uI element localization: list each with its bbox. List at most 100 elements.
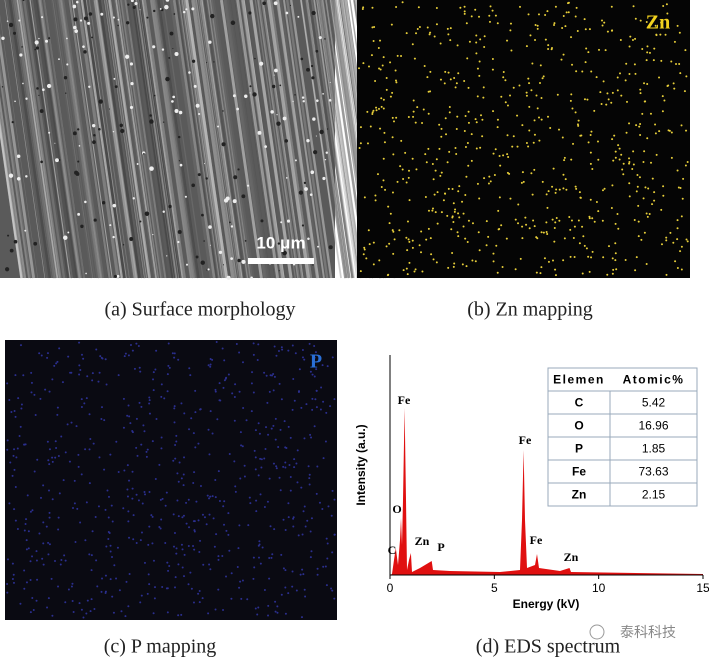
p-dot	[188, 367, 191, 370]
sem-streak	[126, 0, 169, 279]
sem-particle	[146, 16, 149, 19]
p-dot	[243, 464, 246, 467]
zn-dot	[411, 43, 414, 46]
sem-particle	[188, 71, 191, 74]
p-dot	[151, 440, 154, 443]
sem-particle	[200, 260, 205, 265]
zn-dot	[488, 14, 491, 17]
zn-dot	[476, 67, 479, 70]
p-dot	[109, 550, 112, 553]
zn-dot	[447, 33, 450, 36]
p-dot	[89, 437, 92, 440]
p-dot	[198, 550, 201, 553]
zn-dot	[413, 57, 416, 60]
p-dot	[161, 497, 164, 500]
zn-dot	[492, 110, 495, 113]
p-dot	[64, 601, 67, 604]
zn-dot	[677, 186, 680, 189]
zn-dot	[616, 89, 619, 92]
zn-dot	[634, 72, 637, 75]
zn-dot	[611, 138, 614, 141]
sem-streak	[0, 33, 36, 279]
p-dot	[314, 398, 317, 401]
zn-dot	[534, 23, 537, 26]
zn-dot	[362, 253, 365, 256]
p-dot	[13, 409, 16, 412]
p-dot	[240, 597, 243, 600]
sem-particle	[277, 242, 281, 245]
p-dot	[95, 348, 98, 351]
sem-particle	[54, 142, 56, 144]
sem-streak	[18, 0, 61, 279]
p-dot	[192, 481, 195, 484]
zn-dot	[540, 118, 543, 121]
p-dot	[148, 396, 151, 399]
sem-particle	[80, 224, 84, 229]
zn-dot	[427, 147, 430, 150]
zn-dot	[475, 121, 478, 124]
sem-particle	[273, 1, 278, 6]
p-dot	[44, 388, 47, 391]
zn-dot	[614, 242, 617, 245]
zn-dot	[538, 139, 541, 142]
p-dot	[238, 524, 241, 527]
p-dot	[222, 386, 225, 389]
p-dot	[314, 351, 317, 354]
p-dot	[291, 585, 294, 588]
p-dot	[83, 402, 86, 405]
p-dot	[153, 597, 156, 600]
p-dot	[48, 463, 51, 466]
zn-dot	[456, 115, 459, 118]
sem-particle	[177, 229, 182, 234]
zn-dot	[684, 49, 687, 52]
p-dot	[188, 526, 191, 529]
p-dot	[48, 448, 51, 451]
zn-dot	[564, 25, 567, 28]
zn-dot	[546, 10, 549, 13]
zn-dot	[653, 191, 656, 194]
p-dot	[23, 587, 26, 590]
p-dot	[190, 587, 193, 590]
scale-bar	[248, 258, 314, 264]
sem-particle	[328, 245, 333, 250]
zn-dot	[621, 168, 624, 171]
zn-dot	[470, 15, 473, 18]
zn-dot	[619, 38, 622, 41]
sem-particle	[66, 37, 68, 40]
p-dot	[303, 588, 306, 591]
sem-particle	[232, 94, 236, 98]
zn-dot	[537, 13, 540, 16]
p-dot	[333, 597, 336, 600]
zn-dot	[488, 175, 491, 178]
sem-particle	[117, 24, 119, 27]
sem-particle	[93, 218, 97, 222]
zn-dot	[487, 235, 490, 238]
zn-dot	[421, 122, 424, 125]
sem-streak	[316, 0, 358, 279]
zn-dot	[635, 190, 638, 193]
p-dot	[288, 463, 291, 466]
zn-dot	[376, 173, 379, 176]
sem-particle	[237, 258, 241, 263]
p-dot	[207, 428, 210, 431]
sem-particle	[254, 57, 256, 60]
p-dot	[72, 611, 75, 614]
p-dot	[305, 403, 308, 406]
sem-particle	[42, 88, 45, 92]
watermark-icon	[589, 624, 605, 640]
zn-dot	[553, 240, 556, 243]
sem-particle	[317, 245, 320, 248]
zn-dot	[610, 101, 613, 104]
p-dot	[158, 463, 161, 466]
zn-dot	[563, 156, 566, 159]
sem-streak	[121, 0, 164, 279]
p-dot	[124, 615, 127, 618]
sem-streak	[138, 0, 180, 279]
p-dot	[203, 516, 206, 519]
zn-dot	[368, 65, 371, 68]
zn-dot	[658, 130, 661, 133]
table-cell: 5.42	[642, 396, 666, 410]
zn-dot	[427, 112, 430, 115]
zn-dot	[439, 78, 442, 81]
p-dot	[73, 502, 76, 505]
